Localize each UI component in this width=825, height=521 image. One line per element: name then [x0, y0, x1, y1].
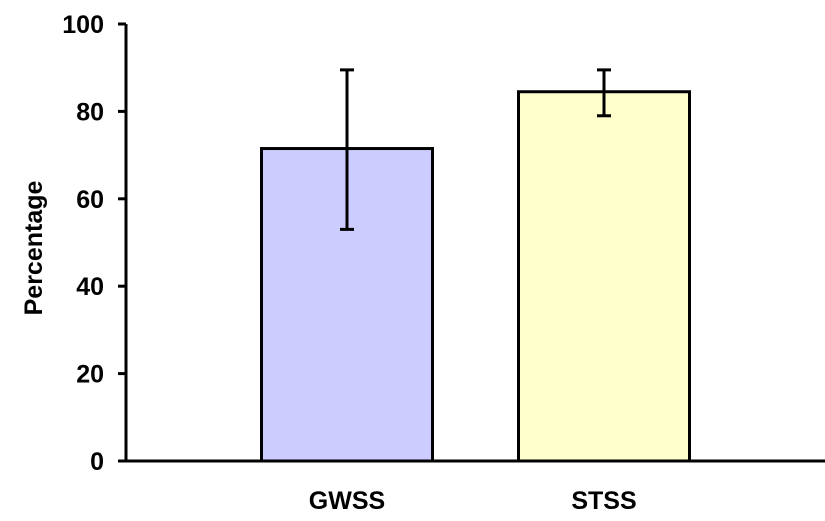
error-bar-stss	[597, 68, 611, 118]
y-axis-title: Percentage	[20, 181, 48, 316]
y-axis: 0 20 40 60 80 100	[62, 11, 128, 476]
y-tick-label: 20	[76, 361, 104, 389]
error-bar-gwss	[340, 68, 354, 231]
y-tick-label: 100	[62, 11, 104, 39]
y-tick-label: 0	[90, 448, 104, 476]
x-category-label: GWSS	[309, 487, 385, 515]
y-tick-label: 80	[76, 98, 104, 126]
y-tick-label: 40	[76, 273, 104, 301]
y-tick-label: 60	[76, 186, 104, 214]
x-category-label: STSS	[571, 487, 636, 515]
bar-stss	[517, 90, 691, 463]
error-bars-group	[340, 68, 611, 231]
x-axis: GWSS STSS	[118, 459, 825, 515]
bars-group	[260, 90, 691, 463]
